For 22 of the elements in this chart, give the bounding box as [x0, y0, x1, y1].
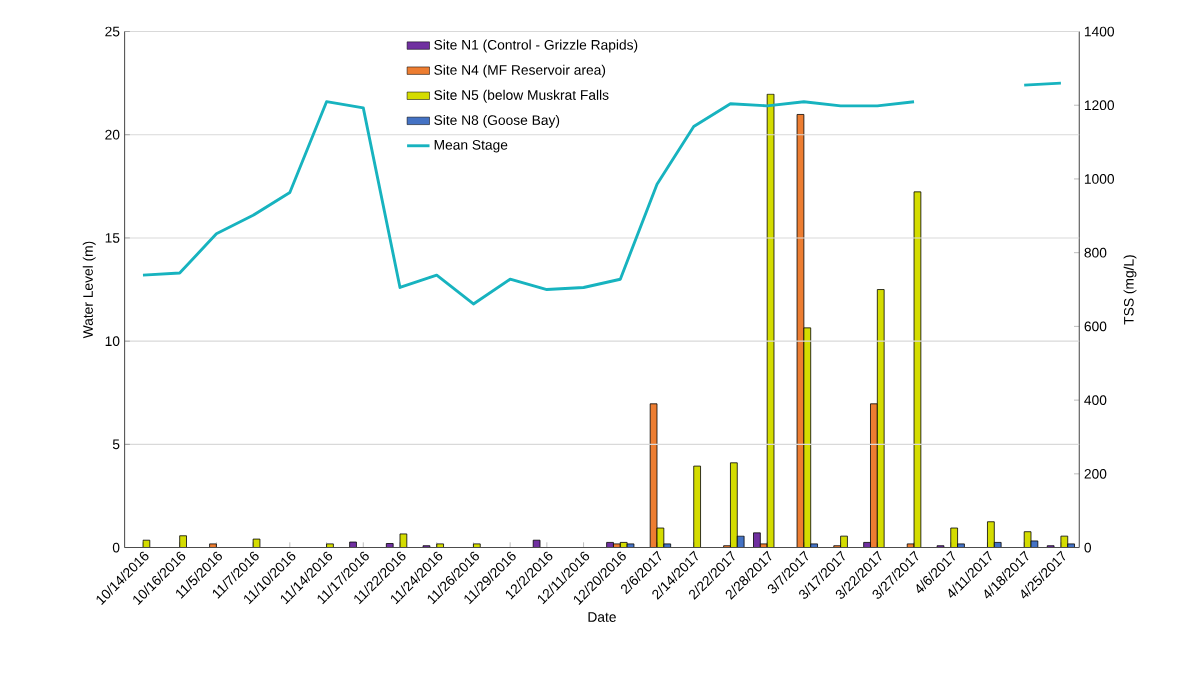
legend-label: Site N4 (MF Reservoir area)	[434, 64, 606, 78]
y2-tick-label: 0	[1084, 542, 1092, 553]
legend-label: Site N1 (Control - Grizzle Rapids)	[434, 39, 638, 53]
y-tick-label: 5	[112, 439, 120, 450]
legend-label: Site N8 (Goose Bay)	[434, 115, 560, 128]
y2-axis-title: TSS (mg/L)	[1123, 255, 1137, 325]
y-tick-label: 15	[105, 233, 120, 243]
x-axis-title: Date	[588, 612, 616, 623]
y2-tick-label: 1400	[1084, 26, 1115, 37]
y2-tick-label: 800	[1084, 247, 1107, 258]
legend-label: Mean Stage	[434, 140, 508, 153]
y-axis-title: Water Level (m)	[82, 241, 96, 339]
y-tick-label: 0	[112, 542, 120, 553]
y2-tick-label: 400	[1084, 395, 1107, 406]
y-tick-label: 20	[105, 130, 120, 140]
y2-tick-label: 600	[1084, 321, 1107, 332]
y-tick-label: 10	[105, 336, 120, 347]
y2-tick-label: 1200	[1084, 100, 1115, 111]
y2-tick-label: 200	[1084, 469, 1107, 479]
y2-tick-label: 1000	[1084, 174, 1115, 185]
y-tick-label: 25	[105, 26, 120, 37]
legend-label: Site N5 (below Muskrat Falls	[434, 89, 609, 103]
